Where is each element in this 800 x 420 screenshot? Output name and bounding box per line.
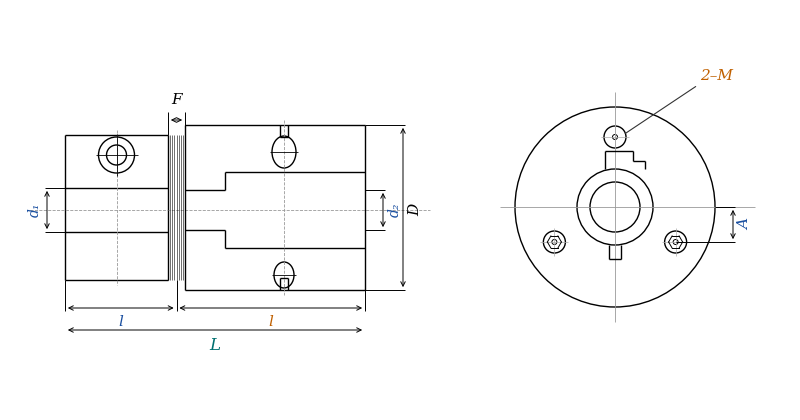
- Text: D: D: [408, 204, 422, 216]
- Text: A: A: [738, 219, 752, 230]
- Text: d₂: d₂: [388, 203, 402, 217]
- Text: 2–M: 2–M: [700, 69, 733, 83]
- Text: L: L: [210, 337, 221, 354]
- Text: d₁: d₁: [28, 203, 42, 217]
- Text: l: l: [268, 315, 273, 329]
- Text: l: l: [118, 315, 123, 329]
- Text: F: F: [171, 93, 182, 107]
